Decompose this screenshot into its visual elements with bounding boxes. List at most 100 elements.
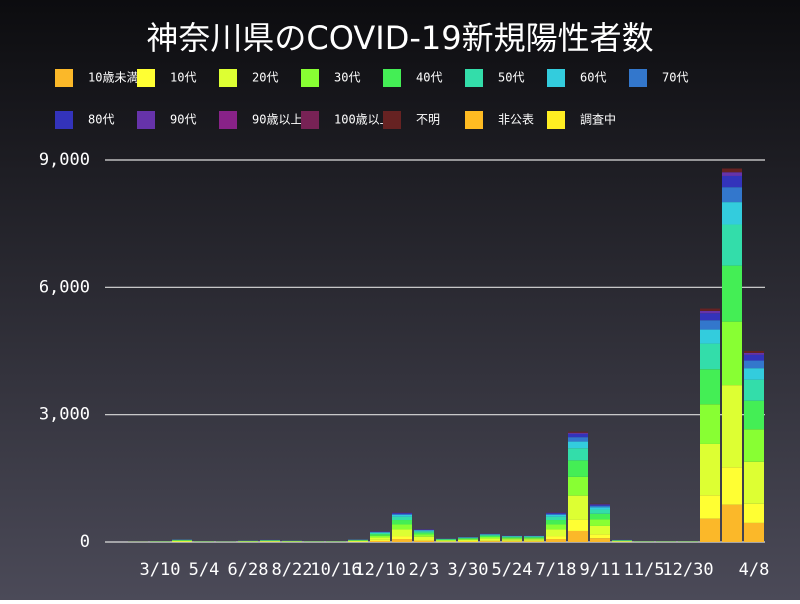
bar-segment	[502, 541, 522, 542]
legend-label: 10代	[170, 71, 196, 85]
bar-segment	[414, 541, 434, 542]
bar-segment	[744, 361, 764, 369]
bar-segment	[392, 530, 412, 537]
bar-segment	[744, 504, 764, 523]
bar-segment	[722, 176, 742, 187]
x-tick-label: 5/24	[492, 560, 533, 580]
bar-segment	[458, 539, 478, 540]
bar-segment	[546, 515, 566, 517]
y-tick-label: 3,000	[39, 405, 90, 425]
bar-segment	[546, 517, 566, 520]
x-tick-label: 6/28	[228, 560, 269, 580]
bar-segment	[700, 309, 720, 311]
bar-segment	[524, 537, 544, 538]
legend-swatch	[219, 69, 237, 87]
bar-segment	[722, 225, 742, 266]
legend-label: 10歳未満	[88, 71, 138, 85]
legend-label: 50代	[498, 71, 524, 85]
bar-segment	[590, 534, 610, 538]
bar-segment	[568, 477, 588, 496]
bar-segment	[392, 539, 412, 542]
x-tick-label: 9/11	[580, 560, 621, 580]
bar-segment	[744, 429, 764, 461]
bar-segment	[700, 444, 720, 495]
bar-segment	[414, 539, 434, 540]
bar-segment	[370, 534, 390, 536]
bar-segment	[414, 534, 434, 536]
legend-label: 80代	[88, 113, 114, 127]
bar-segment	[568, 496, 588, 520]
bar-segment	[700, 495, 720, 518]
bar-segment	[502, 539, 522, 540]
bar-segment	[546, 539, 566, 542]
bar-segment	[458, 541, 478, 542]
bar-segment	[700, 344, 720, 370]
bar-segment	[524, 541, 544, 542]
bar-segment	[370, 533, 390, 534]
bar-segment	[524, 541, 544, 542]
bar-segment	[700, 320, 720, 329]
bar-segment	[722, 202, 742, 224]
legend-label: 40代	[416, 71, 442, 85]
legend-swatch	[137, 69, 155, 87]
legend-swatch	[465, 69, 483, 87]
bar-segment	[568, 442, 588, 449]
bar-segment	[590, 538, 610, 542]
bar-segment	[480, 535, 500, 536]
legend-label: 90歳以上	[252, 113, 302, 127]
bar-segment	[480, 534, 500, 535]
bar-segment	[568, 433, 588, 434]
bar-segment	[722, 505, 742, 542]
legend-swatch	[547, 111, 565, 129]
bar-segment	[502, 537, 522, 538]
legend-label: 非公表	[498, 113, 534, 127]
bar-segment	[524, 539, 544, 540]
bar-segment	[436, 541, 456, 542]
bar-segment	[370, 532, 390, 533]
legend-swatch	[547, 69, 565, 87]
bar-segment	[744, 368, 764, 379]
bar-segment	[568, 448, 588, 460]
bar-segment	[744, 523, 764, 542]
bar-segment	[590, 505, 610, 506]
bar-segment	[700, 311, 720, 313]
legend-label: 30代	[334, 71, 360, 85]
bar-segment	[172, 541, 192, 542]
x-tick-label: 5/4	[189, 560, 220, 580]
bar-segment	[480, 538, 500, 540]
bar-segment	[392, 515, 412, 517]
x-tick-label: 2/3	[409, 560, 440, 580]
bar-segment	[700, 330, 720, 344]
bar-segment	[744, 462, 764, 504]
bar-segment	[590, 514, 610, 520]
bar-segment	[392, 520, 412, 524]
bar-segment	[524, 537, 544, 538]
bar-segment	[370, 538, 390, 540]
bar-segment	[700, 313, 720, 320]
bar-segment	[700, 369, 720, 404]
legend-swatch	[137, 111, 155, 129]
legend-label: 90代	[170, 113, 196, 127]
chart-title: 神奈川県のCOVID-19新規陽性者数	[146, 19, 653, 57]
bar-segment	[458, 540, 478, 541]
x-tick-label: 3/10	[140, 560, 181, 580]
bar-segment	[414, 530, 434, 531]
bar-segment	[546, 536, 566, 539]
bar-segment	[722, 467, 742, 504]
bar-segment	[414, 530, 434, 531]
legend-swatch	[383, 111, 401, 129]
bar-segment	[568, 531, 588, 542]
legend-label: 20代	[252, 71, 278, 85]
bar-segment	[744, 355, 764, 361]
bar-segment	[546, 530, 566, 537]
bar-segment	[348, 541, 368, 542]
bar-segment	[392, 517, 412, 520]
bar-segment	[744, 353, 764, 355]
bar-segment	[458, 538, 478, 539]
bar-segment	[590, 510, 610, 514]
bar-segment	[722, 168, 742, 172]
bar-segment	[502, 538, 522, 539]
legend-label: 調査中	[580, 112, 616, 127]
